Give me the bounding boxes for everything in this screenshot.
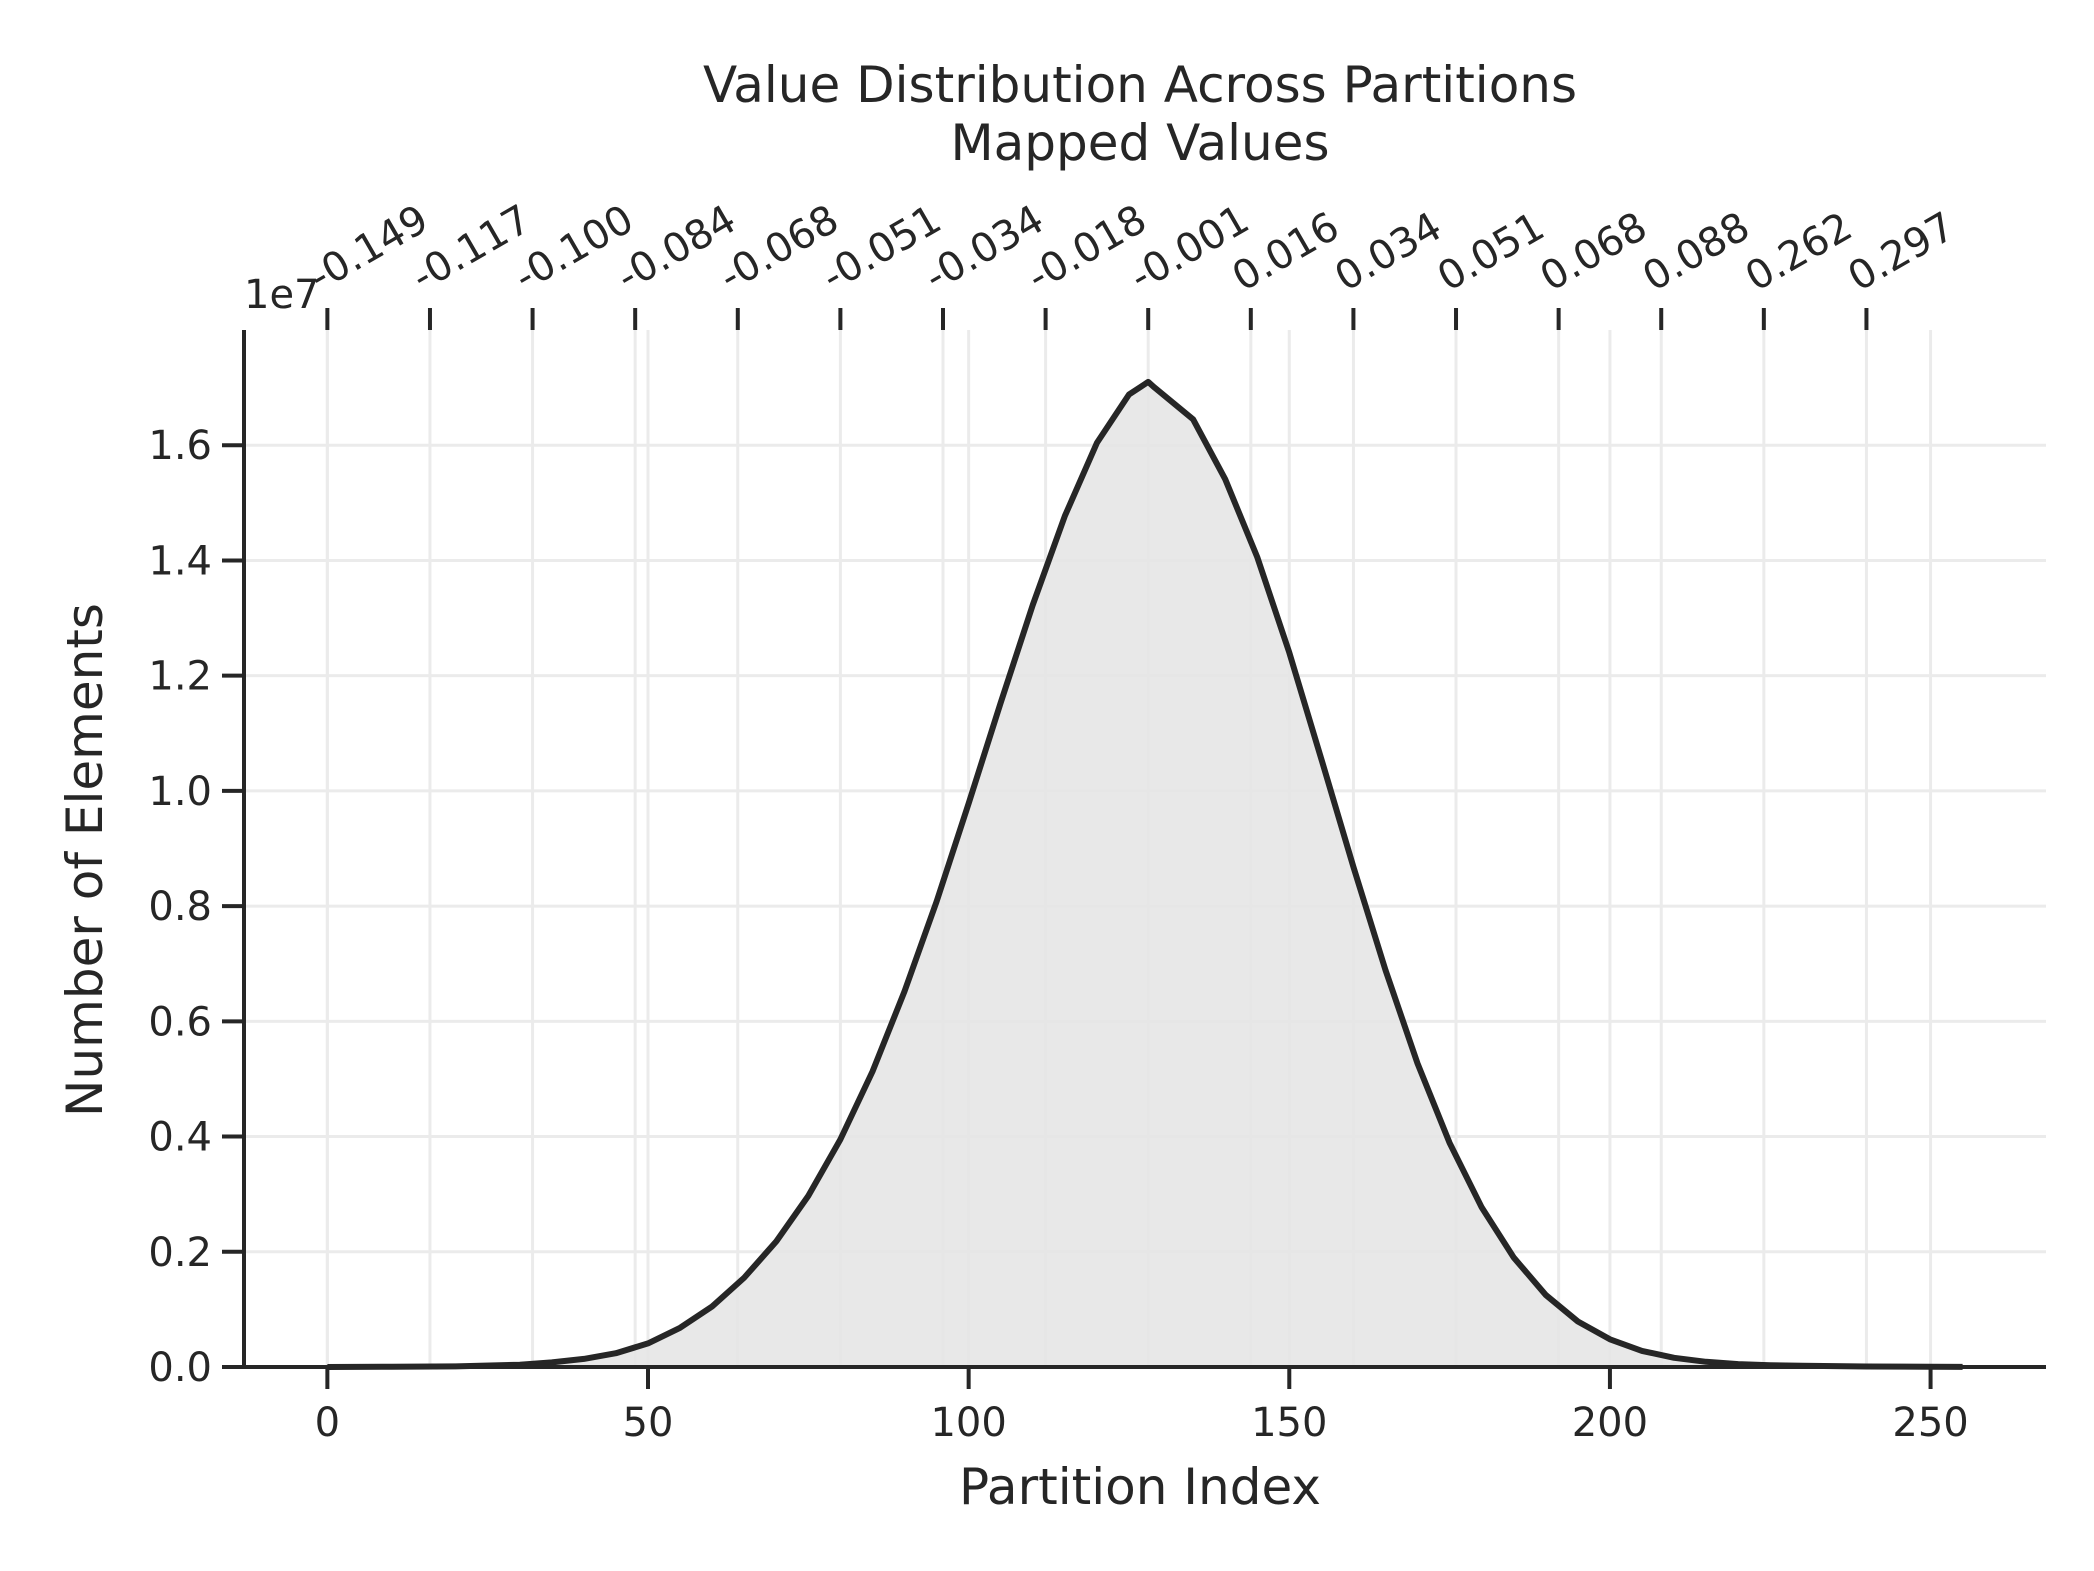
y-tick-label-3: 0.6 (148, 999, 212, 1045)
x-tick-label-4: 200 (1572, 1400, 1648, 1446)
y-tick-label-0: 0.0 (148, 1345, 212, 1391)
top-axis-label: Mapped Values (950, 114, 1329, 172)
y-axis-ticks: 0.0 0.2 0.4 0.6 0.8 1.0 1.2 1.4 1.6 (148, 423, 244, 1391)
y-tick-label-7: 1.4 (148, 538, 212, 584)
axes (242, 330, 2046, 1369)
x-tick-label-2: 100 (930, 1400, 1006, 1446)
distribution-area (327, 381, 1963, 1367)
y-tick-label-4: 0.8 (148, 884, 212, 930)
x-tick-label-0: 0 (315, 1400, 340, 1446)
y-tick-label-2: 0.4 (148, 1115, 212, 1161)
y-tick-label-8: 1.6 (148, 423, 212, 469)
y-tick-label-5: 1.0 (148, 769, 212, 815)
y-tick-label-1: 0.2 (148, 1230, 212, 1276)
y-axis-label: Number of Elements (56, 603, 114, 1117)
distribution-line (327, 378, 1963, 1370)
chart-title: Value Distribution Across Partitions (703, 56, 1577, 114)
y-tick-label-6: 1.2 (148, 654, 212, 700)
x-axis-label: Partition Index (959, 1458, 1321, 1516)
x-axis-ticks: 0 50 100 150 200 250 (315, 1367, 1969, 1446)
x-tick-label-3: 150 (1251, 1400, 1327, 1446)
x-tick-label-1: 50 (623, 1400, 674, 1446)
y-scale-label: 1e7 (244, 272, 320, 318)
x-tick-label-5: 250 (1892, 1400, 1968, 1446)
